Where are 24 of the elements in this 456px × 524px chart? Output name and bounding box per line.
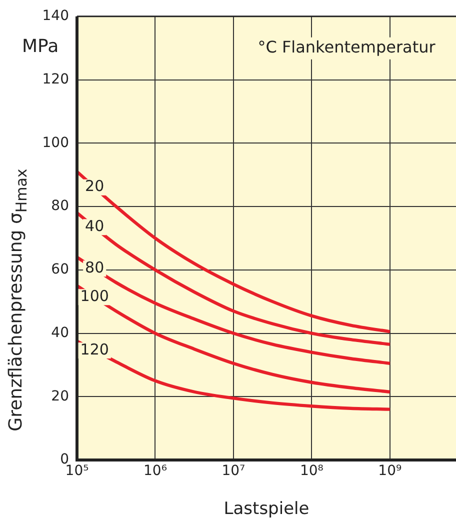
y-tick-label: 140 [42, 8, 69, 24]
y-tick-label: 60 [51, 262, 69, 278]
x-tick-label: 10⁹ [378, 463, 402, 480]
line-series [77, 256, 392, 365]
line-series [77, 284, 392, 394]
series-label: 100 [80, 287, 109, 306]
y-tick-label: 120 [42, 71, 69, 88]
x-tick-label: 10⁸ [300, 463, 324, 480]
x-tick-label: 10⁷ [222, 463, 246, 480]
series-label: 20 [85, 177, 104, 196]
line-series [77, 340, 392, 411]
y-tick-label: 100 [42, 134, 69, 151]
x-tick-label: 10⁶ [144, 463, 168, 480]
series-label: 40 [85, 217, 104, 235]
y-tick-label: 80 [51, 198, 69, 214]
line-series [77, 170, 392, 334]
legend-title: °C Flankentemperatur [258, 38, 436, 57]
series-label: 80 [85, 258, 104, 277]
series-label: 120 [80, 340, 109, 358]
x-tick-label: 10⁵ [65, 463, 89, 480]
y-tick-label: 20 [51, 388, 69, 404]
y-tick-label: 40 [51, 324, 69, 341]
text: MPa [22, 36, 59, 57]
x-axis-title: Lastspiele [224, 499, 310, 520]
